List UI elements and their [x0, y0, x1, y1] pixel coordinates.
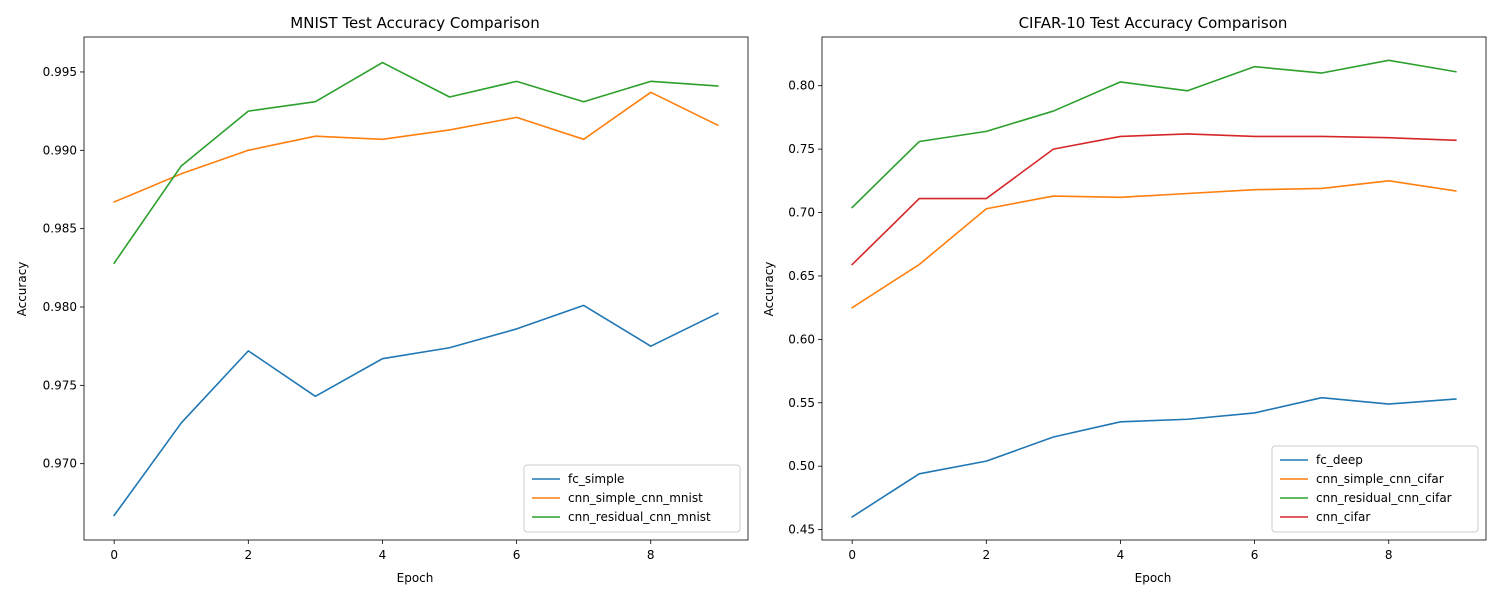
x-tick-label: 6 — [1251, 548, 1259, 562]
y-tick-label: 0.980 — [43, 300, 77, 314]
x-tick-label: 6 — [513, 548, 521, 562]
x-tick-label: 4 — [379, 548, 387, 562]
x-tick-label: 2 — [245, 548, 253, 562]
series-line-cnn_residual_cnn_mnist — [113, 61, 719, 265]
x-tick-label: 4 — [1117, 548, 1125, 562]
legend-label: cnn_cifar — [1316, 510, 1370, 524]
x-tick-label: 2 — [983, 548, 991, 562]
series-line-cnn_cifar — [851, 133, 1457, 266]
y-tick-label: 0.55 — [788, 396, 815, 410]
legend: fc_deep cnn_simple_cnn_cifar cnn_residual_… — [1271, 445, 1479, 533]
legend-box — [1271, 445, 1479, 533]
plot-area: 0 2 4 6 8 0.45 0.50 0.55 0.60 0.65 0.70 0.75 0.80 fc_… — [788, 36, 1487, 562]
y-tick-label: 0.75 — [788, 142, 815, 156]
legend-label: cnn_simple_cnn_cifar — [1316, 472, 1444, 486]
y-axis-label: Accuracy — [762, 262, 776, 317]
y-tick-label: 0.70 — [788, 206, 815, 220]
series-line-cnn_simple_cnn_mnist — [113, 91, 719, 204]
x-tick-label: 8 — [1385, 548, 1393, 562]
legend-label: fc_simple — [568, 472, 624, 486]
legend-label: cnn_simple_cnn_mnist — [568, 491, 703, 505]
axes-frame — [83, 36, 749, 541]
plot-area: 0 2 4 6 8 0.970 0.975 0.980 0.985 0.990 0.995 fc_si… — [43, 36, 749, 562]
y-tick-label: 0.80 — [788, 79, 815, 93]
y-tick-label: 0.970 — [43, 457, 77, 471]
x-tick-label: 8 — [647, 548, 655, 562]
x-tick-label: 0 — [110, 548, 118, 562]
y-tick-label: 0.975 — [43, 378, 77, 392]
y-tick-label: 0.990 — [43, 143, 77, 157]
legend: fc_simple cnn_simple_cnn_mnist cnn_residua… — [523, 464, 741, 533]
legend-label: cnn_residual_cnn_mnist — [568, 510, 711, 524]
y-tick-label: 0.60 — [788, 332, 815, 346]
legend-box — [523, 464, 741, 533]
x-axis-label: Epoch — [397, 571, 434, 585]
cifar10-accuracy-chart: CIFAR-10 Test Accuracy Comparison Epoch … — [762, 14, 1487, 585]
x-tick-label: 0 — [848, 548, 856, 562]
legend-label: cnn_residual_cnn_cifar — [1316, 491, 1452, 505]
chart-title: CIFAR-10 Test Accuracy Comparison — [1019, 14, 1288, 32]
y-axis-label: Accuracy — [15, 262, 29, 317]
legend-label: fc_deep — [1316, 453, 1363, 467]
series-line-cnn_residual_cnn_cifar — [851, 59, 1457, 209]
series-line-fc_deep — [851, 396, 1457, 519]
chart-title: MNIST Test Accuracy Comparison — [290, 14, 539, 32]
y-tick-label: 0.65 — [788, 269, 815, 283]
y-tick-label: 0.50 — [788, 459, 815, 473]
axes-frame — [821, 36, 1487, 541]
series-line-fc_simple — [113, 304, 719, 517]
x-axis-label: Epoch — [1135, 571, 1172, 585]
y-tick-label: 0.985 — [43, 222, 77, 236]
series-line-cnn_simple_cnn_cifar — [851, 180, 1457, 309]
y-tick-label: 0.995 — [43, 65, 77, 79]
y-tick-label: 0.45 — [788, 523, 815, 537]
mnist-accuracy-chart: MNIST Test Accuracy Comparison Epoch Acc… — [15, 14, 749, 585]
